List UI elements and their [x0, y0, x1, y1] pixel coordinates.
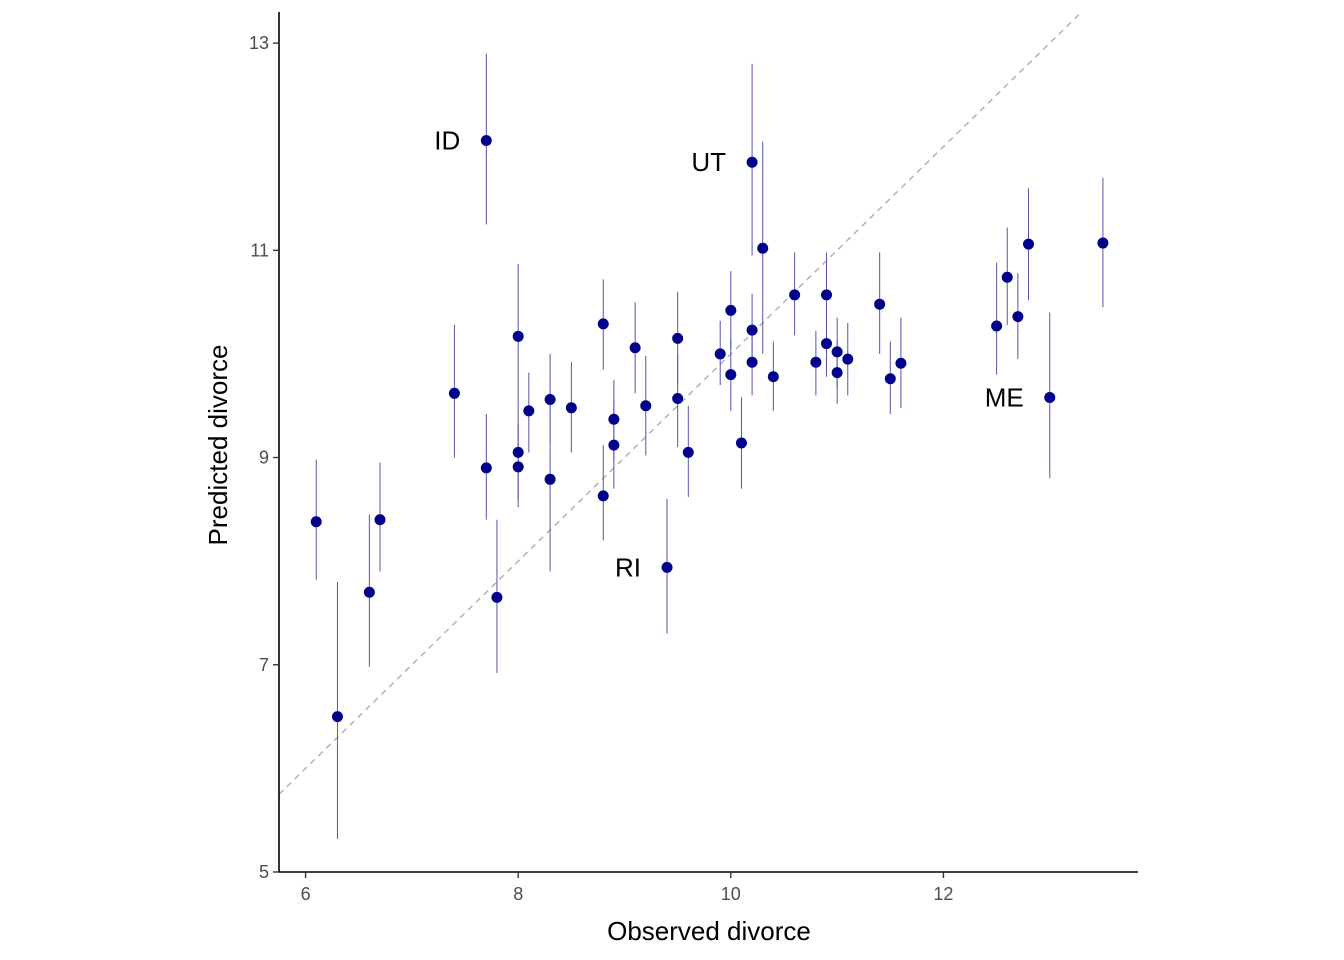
x-tick-label: 8 [513, 884, 523, 904]
point-layer [310, 134, 1109, 723]
data-point [608, 413, 620, 425]
data-point [672, 392, 684, 404]
data-point [512, 461, 524, 473]
data-point [746, 156, 758, 168]
data-point [363, 586, 375, 598]
data-point [842, 353, 854, 365]
data-point [810, 356, 822, 368]
y-axis-title: Predicted divorce [203, 345, 233, 546]
data-point [746, 324, 758, 336]
data-point [757, 242, 769, 254]
x-tick-label: 10 [721, 884, 741, 904]
data-point [480, 462, 492, 474]
x-tick-label: 12 [933, 884, 953, 904]
point-label: RI [615, 552, 641, 582]
data-point [544, 473, 556, 485]
data-point [767, 371, 779, 383]
data-point [608, 439, 620, 451]
data-point [725, 369, 737, 381]
data-point [374, 514, 386, 526]
data-point [565, 402, 577, 414]
data-point [746, 356, 758, 368]
y-tick-label: 11 [250, 240, 269, 260]
data-point [1012, 311, 1024, 323]
point-label: UT [691, 147, 726, 177]
data-point [1022, 238, 1034, 250]
data-point [629, 342, 641, 354]
y-ticks: 5 7 9 11 13 [249, 33, 279, 882]
y-tick-label: 7 [259, 655, 269, 675]
x-axis-title: Observed divorce [607, 916, 811, 946]
data-point [491, 591, 503, 603]
data-point [672, 332, 684, 344]
x-tick-label: 6 [301, 884, 311, 904]
y-tick-label: 5 [259, 862, 269, 882]
data-point [448, 387, 460, 399]
data-point [874, 298, 886, 310]
y-tick-label: 13 [249, 33, 269, 53]
axis-layer: 6 8 10 12 5 7 9 11 13 [249, 12, 1138, 904]
data-point [661, 561, 673, 573]
data-point [1044, 391, 1056, 403]
point-label: ME [985, 382, 1024, 412]
data-point [831, 367, 843, 379]
data-point [714, 348, 726, 360]
data-point [310, 516, 322, 528]
data-point [1001, 271, 1013, 283]
data-point [789, 289, 801, 301]
x-ticks: 6 8 10 12 [301, 872, 953, 904]
data-point [735, 437, 747, 449]
data-point [597, 318, 609, 330]
data-point [821, 289, 833, 301]
data-point [512, 330, 524, 342]
annotation-layer: ID UT RI ME [434, 125, 1023, 582]
data-point [597, 490, 609, 502]
data-point [821, 338, 833, 350]
data-point [331, 711, 343, 723]
data-point [682, 446, 694, 458]
data-point [544, 394, 556, 406]
data-point [884, 373, 896, 385]
data-point [831, 346, 843, 358]
point-label: ID [434, 125, 460, 155]
data-point [725, 304, 737, 316]
data-point [895, 357, 907, 369]
y-tick-label: 9 [259, 448, 269, 468]
data-point [512, 446, 524, 458]
data-point [480, 134, 492, 146]
data-point [991, 320, 1003, 332]
data-point [1097, 237, 1109, 249]
data-point [523, 405, 535, 417]
data-point [640, 400, 652, 412]
